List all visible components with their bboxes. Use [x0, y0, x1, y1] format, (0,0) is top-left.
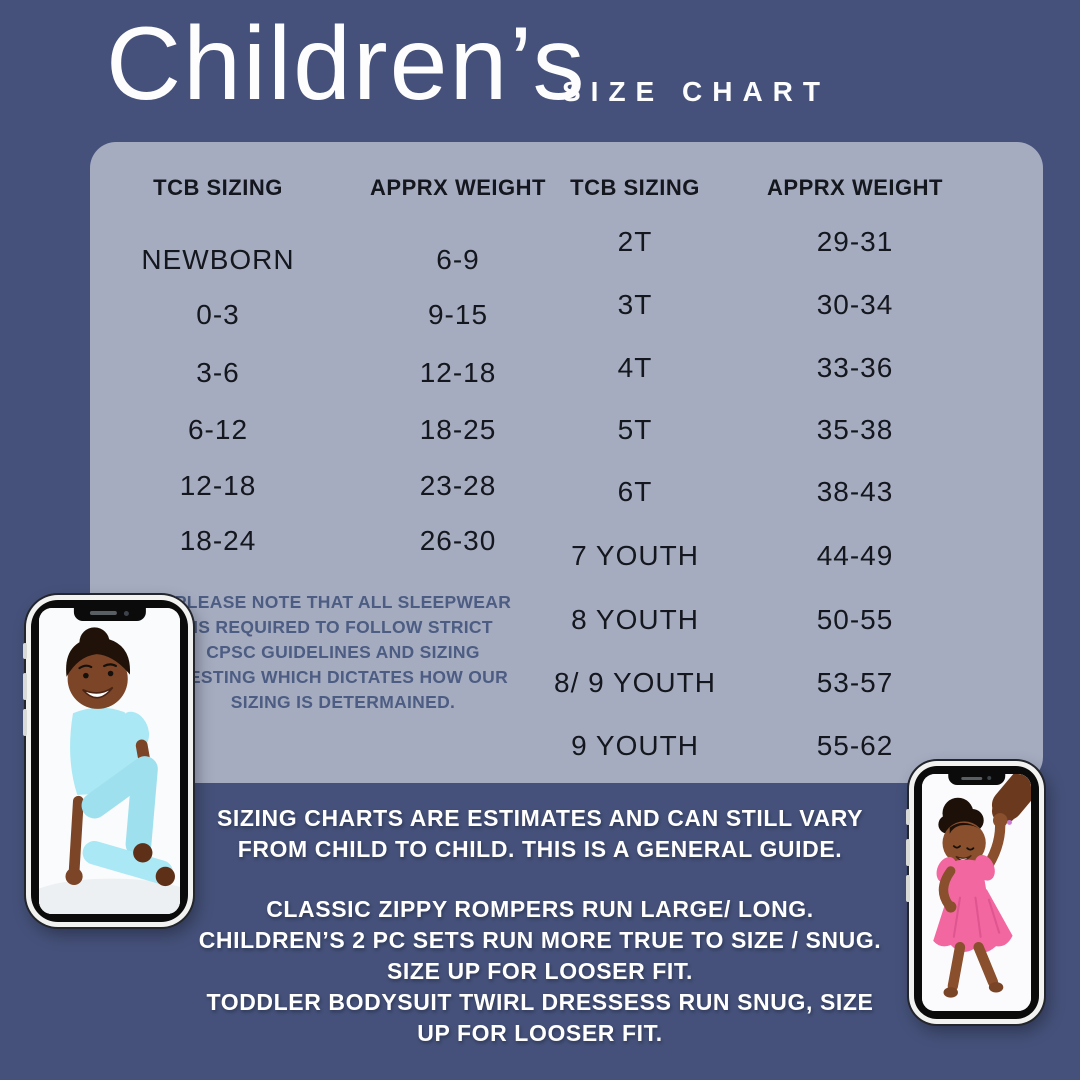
toddler-size-table: TCB SIZING APPRX WEIGHT 2T 29-31 3T 30-3…	[525, 142, 965, 783]
table-row: NEWBORN 6-9	[98, 240, 578, 280]
column-header-size: TCB SIZING	[570, 175, 700, 200]
table-row: 6-12 18-25	[98, 410, 578, 450]
weight-cell: 35-38	[816, 414, 894, 445]
size-cell: 7 YOUTH	[571, 540, 699, 571]
dress-fit-note: TODDLER BODYSUIT TWIRL DRESSESS RUN SNUG…	[206, 989, 874, 1046]
weight-cell: 33-36	[816, 352, 894, 383]
weight-cell: 38-43	[816, 476, 894, 507]
table-row: 12-18 23-28	[98, 466, 578, 506]
table-row: 0-3 9-15	[98, 295, 578, 335]
phone-screen-photo-dress	[922, 774, 1031, 1011]
table-row: 2T 29-31	[525, 222, 965, 262]
table-row: 4T 33-36	[525, 348, 965, 388]
size-cell: 12-18	[179, 470, 257, 501]
size-cell: 9 YOUTH	[571, 730, 699, 761]
column-header-weight: APPRX WEIGHT	[370, 175, 546, 200]
phone-notch	[73, 605, 146, 621]
size-cell: NEWBORN	[141, 244, 295, 275]
phone-bezel	[914, 766, 1039, 1019]
table-row: 18-24 26-30	[98, 521, 578, 561]
table-row: 3-6 12-18	[98, 353, 578, 393]
weight-cell: 53-57	[816, 667, 894, 698]
column-header-weight: APPRX WEIGHT	[767, 175, 943, 200]
phone-side-button	[23, 643, 27, 659]
phone-side-button	[23, 673, 27, 700]
weight-cell: 44-49	[816, 540, 894, 571]
weight-cell: 6-9	[436, 244, 480, 275]
size-cell: 0-3	[196, 299, 240, 330]
sleepwear-note: PLEASE NOTE THAT ALL SLEEPWEAR IS REQUIR…	[174, 592, 512, 712]
phone-mockup-dress	[906, 761, 1044, 1024]
toddler-dress-illustration	[922, 774, 1031, 1011]
romper-fit-note: CLASSIC ZIPPY ROMPERS RUN LARGE/ LONG. C…	[198, 896, 882, 984]
phone-bezel	[31, 600, 188, 922]
phone-side-button	[906, 875, 910, 902]
camera-icon	[124, 610, 129, 616]
page-subtitle: SIZE CHART	[562, 76, 830, 107]
size-cell: 5T	[617, 414, 653, 445]
weight-cell: 29-31	[816, 226, 894, 257]
infant-size-table: TCB SIZING APPRX WEIGHT NEWBORN 6-9 0-3 …	[98, 142, 578, 783]
phone-side-button	[906, 839, 910, 866]
size-cell: 6T	[617, 476, 653, 507]
speaker-icon	[961, 776, 983, 780]
weight-cell: 50-55	[816, 604, 894, 635]
size-cell: 3T	[617, 289, 653, 320]
phone-side-button	[906, 809, 910, 825]
column-header-size: TCB SIZING	[153, 175, 283, 200]
table-header-row: TCB SIZING APPRX WEIGHT	[525, 168, 965, 208]
speaker-icon	[90, 611, 117, 615]
table-row: 5T 35-38	[525, 410, 965, 450]
weight-cell: 9-15	[427, 299, 489, 330]
general-guide-note: SIZING CHARTS ARE ESTIMATES AND CAN STIL…	[216, 805, 864, 862]
camera-icon	[987, 776, 992, 780]
phone-screen-photo-pajamas	[39, 608, 180, 914]
size-cell: 3-6	[196, 357, 240, 388]
weight-cell: 26-30	[419, 525, 497, 556]
size-chart-panel: TCB SIZING APPRX WEIGHT NEWBORN 6-9 0-3 …	[90, 142, 1043, 783]
phone-mockup-pajamas	[23, 595, 193, 927]
size-cell: 6-12	[187, 414, 249, 445]
table-header-row: TCB SIZING APPRX WEIGHT	[98, 168, 578, 208]
weight-cell: 55-62	[816, 730, 894, 761]
table-row: 8 YOUTH 50-55	[525, 600, 965, 640]
size-cell: 4T	[617, 352, 653, 383]
footer-notes: SIZING CHARTS ARE ESTIMATES AND CAN STIL…	[190, 803, 890, 1049]
child-pajamas-illustration	[39, 608, 180, 914]
phone-side-button	[23, 709, 27, 736]
table-row: 8/ 9 YOUTH 53-57	[525, 663, 965, 703]
weight-cell: 30-34	[816, 289, 894, 320]
table-row: 3T 30-34	[525, 285, 965, 325]
table-row: 7 YOUTH 44-49	[525, 536, 965, 576]
table-row: 6T 38-43	[525, 472, 965, 512]
page-title: Children’s	[106, 6, 587, 122]
size-cell: 8/ 9 YOUTH	[554, 667, 716, 698]
size-cell: 8 YOUTH	[571, 604, 699, 635]
weight-cell: 18-25	[419, 414, 497, 445]
size-cell: 18-24	[179, 525, 257, 556]
weight-cell: 23-28	[419, 470, 497, 501]
size-cell: 2T	[617, 226, 653, 257]
table-row: 9 YOUTH 55-62	[525, 726, 965, 766]
phone-notch	[947, 771, 1006, 785]
weight-cell: 12-18	[419, 357, 497, 388]
